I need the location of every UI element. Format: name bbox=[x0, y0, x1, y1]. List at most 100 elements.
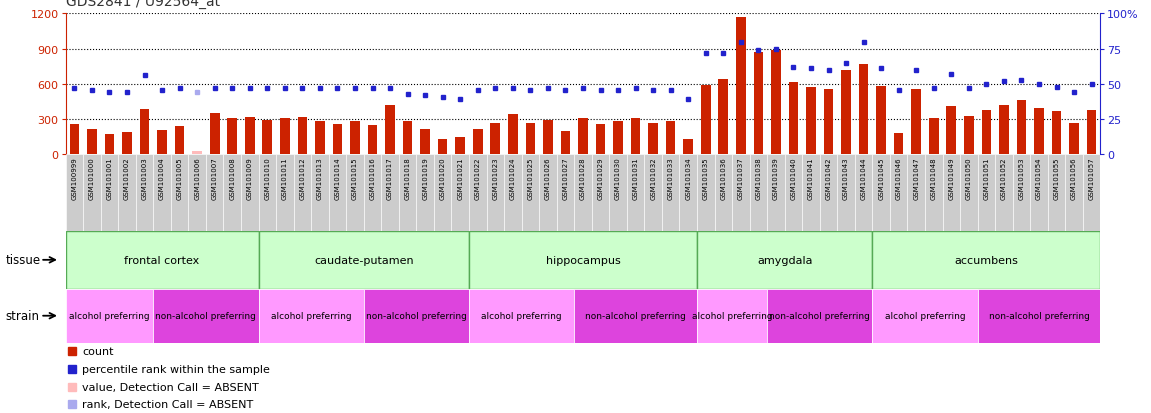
Text: alcohol preferring: alcohol preferring bbox=[692, 311, 772, 320]
Bar bbox=[767, 289, 872, 343]
Text: GSM101026: GSM101026 bbox=[544, 157, 551, 200]
Bar bbox=[1016, 101, 1027, 155]
Text: GSM101043: GSM101043 bbox=[843, 157, 849, 200]
Bar bbox=[315, 121, 325, 155]
Bar bbox=[665, 122, 676, 155]
Bar bbox=[925, 155, 943, 231]
Text: GSM101051: GSM101051 bbox=[983, 157, 990, 200]
Bar bbox=[175, 127, 184, 155]
Text: GSM101053: GSM101053 bbox=[1019, 157, 1024, 200]
Bar bbox=[521, 155, 539, 231]
Bar bbox=[420, 130, 430, 155]
Text: accumbens: accumbens bbox=[954, 255, 1019, 265]
Bar bbox=[679, 155, 698, 231]
Text: GSM101034: GSM101034 bbox=[685, 157, 692, 200]
Text: GSM101047: GSM101047 bbox=[913, 157, 920, 200]
Bar bbox=[859, 65, 868, 155]
Text: GSM101042: GSM101042 bbox=[825, 157, 831, 199]
Bar bbox=[100, 155, 119, 231]
Bar bbox=[977, 155, 996, 231]
Text: value, Detection Call = ABSENT: value, Detection Call = ABSENT bbox=[82, 382, 259, 392]
Text: GSM101015: GSM101015 bbox=[352, 157, 358, 200]
Text: GSM101050: GSM101050 bbox=[966, 157, 971, 200]
Text: GSM101013: GSM101013 bbox=[317, 157, 323, 200]
Bar bbox=[399, 155, 417, 231]
Text: GSM101054: GSM101054 bbox=[1036, 157, 1042, 199]
Text: GSM101004: GSM101004 bbox=[159, 157, 165, 200]
Bar bbox=[487, 155, 504, 231]
Bar bbox=[946, 106, 956, 155]
Text: GSM101038: GSM101038 bbox=[755, 157, 761, 200]
Bar bbox=[788, 82, 799, 155]
Bar bbox=[311, 155, 329, 231]
Bar bbox=[613, 122, 623, 155]
Bar bbox=[223, 155, 241, 231]
Bar bbox=[698, 289, 767, 343]
Bar bbox=[578, 119, 588, 155]
Bar bbox=[943, 155, 960, 231]
Text: non-alcohol preferring: non-alcohol preferring bbox=[989, 311, 1089, 320]
Bar bbox=[701, 86, 710, 155]
Bar bbox=[1013, 155, 1030, 231]
Bar bbox=[539, 155, 557, 231]
Bar bbox=[87, 130, 97, 155]
Bar bbox=[504, 155, 521, 231]
Text: GSM101029: GSM101029 bbox=[597, 157, 603, 200]
Bar bbox=[876, 87, 886, 155]
Bar bbox=[872, 155, 890, 231]
Text: GSM101039: GSM101039 bbox=[773, 157, 779, 200]
Bar bbox=[596, 125, 605, 155]
Bar bbox=[508, 115, 518, 155]
Bar bbox=[139, 109, 150, 155]
Text: GSM101041: GSM101041 bbox=[808, 157, 814, 200]
Text: GSM101045: GSM101045 bbox=[878, 157, 884, 199]
Bar bbox=[999, 106, 1008, 155]
Bar bbox=[294, 155, 311, 231]
Bar bbox=[929, 119, 938, 155]
Bar bbox=[543, 120, 552, 155]
Text: GSM101040: GSM101040 bbox=[791, 157, 796, 200]
Bar bbox=[912, 90, 921, 155]
Bar bbox=[456, 138, 465, 155]
Bar bbox=[367, 126, 378, 155]
Bar bbox=[592, 155, 609, 231]
Bar bbox=[262, 120, 272, 155]
Bar bbox=[645, 155, 662, 231]
Bar bbox=[403, 121, 412, 155]
Text: GSM101037: GSM101037 bbox=[738, 157, 744, 200]
Text: alcohol preferring: alcohol preferring bbox=[69, 311, 150, 320]
Bar bbox=[837, 155, 855, 231]
Bar bbox=[894, 134, 904, 155]
Text: GSM101025: GSM101025 bbox=[527, 157, 533, 199]
Bar bbox=[437, 140, 448, 155]
Bar bbox=[715, 155, 732, 231]
Bar bbox=[824, 89, 833, 155]
Text: GSM101052: GSM101052 bbox=[1001, 157, 1007, 199]
Bar bbox=[158, 131, 167, 155]
Text: GSM101020: GSM101020 bbox=[440, 157, 445, 200]
Text: GSM101036: GSM101036 bbox=[721, 157, 726, 200]
Bar bbox=[1083, 155, 1100, 231]
Bar bbox=[228, 119, 237, 155]
Bar bbox=[557, 155, 574, 231]
Bar bbox=[1030, 155, 1047, 231]
Text: percentile rank within the sample: percentile rank within the sample bbox=[82, 364, 270, 374]
Bar bbox=[346, 155, 364, 231]
Bar bbox=[451, 155, 468, 231]
Text: GSM100999: GSM100999 bbox=[71, 157, 77, 200]
Bar bbox=[684, 140, 693, 155]
Text: non-alcohol preferring: non-alcohol preferring bbox=[155, 311, 257, 320]
Bar bbox=[473, 130, 482, 155]
Text: non-alcohol preferring: non-alcohol preferring bbox=[585, 311, 686, 320]
Bar bbox=[298, 117, 307, 155]
Bar bbox=[69, 124, 79, 155]
Bar bbox=[1047, 155, 1066, 231]
Text: GSM101030: GSM101030 bbox=[615, 157, 622, 200]
Text: GSM101018: GSM101018 bbox=[405, 157, 411, 200]
Text: GSM101003: GSM101003 bbox=[142, 157, 147, 200]
Bar bbox=[965, 116, 974, 155]
Bar bbox=[648, 124, 658, 155]
Bar bbox=[192, 152, 201, 155]
Bar bbox=[259, 231, 468, 289]
Bar bbox=[841, 71, 851, 155]
